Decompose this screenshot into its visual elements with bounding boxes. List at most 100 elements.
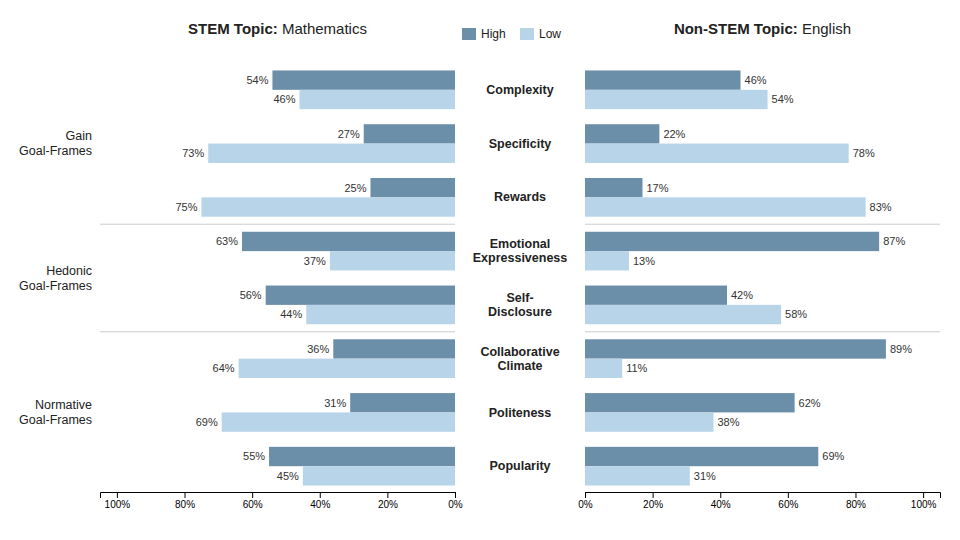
data-label: 87% — [883, 235, 905, 247]
data-label: 64% — [213, 362, 235, 374]
tick-label: 40% — [310, 499, 330, 510]
bars — [201, 70, 455, 485]
legend-swatch — [520, 28, 534, 40]
separator — [585, 331, 940, 332]
legend-label: Low — [539, 27, 561, 41]
bar — [266, 286, 455, 305]
panel: 46%22%17%87%42%89%62%69%54%78%83%13%58%1… — [578, 70, 940, 510]
bar — [370, 178, 455, 197]
tick: 80% — [175, 492, 195, 510]
x-axis: 0% 20% 40% 60% 80% 100% — [578, 492, 940, 510]
tick-mark — [320, 492, 321, 498]
tick: 40% — [711, 492, 731, 510]
data-label: 89% — [890, 343, 912, 355]
bar — [585, 393, 795, 412]
tick-label: 80% — [846, 499, 866, 510]
data-label: 45% — [277, 470, 299, 482]
tick: 0% — [448, 492, 463, 510]
legend-item: Low — [520, 27, 561, 41]
tick-label: 20% — [378, 499, 398, 510]
tick-mark — [855, 492, 856, 498]
bar — [585, 286, 727, 305]
data-label: 17% — [646, 182, 668, 194]
data-label: 55% — [243, 450, 265, 462]
data-label: 42% — [731, 289, 753, 301]
legend-item: High — [462, 27, 506, 41]
tick-label: 0% — [448, 499, 463, 510]
data-label: 58% — [785, 308, 807, 320]
category-label: Politeness — [489, 406, 552, 420]
bar — [222, 412, 455, 431]
separator — [100, 224, 455, 225]
bar — [585, 412, 713, 431]
data-label: 54% — [772, 93, 794, 105]
title: STEM Topic: Mathematics — [188, 20, 367, 37]
legend-label: High — [481, 27, 506, 41]
chart: 54%27%25%63%56%36%31%55%46%73%75%37%44%6… — [0, 0, 960, 540]
separators — [100, 224, 455, 332]
bar — [242, 232, 455, 251]
bar — [299, 90, 455, 109]
bar — [585, 197, 866, 216]
legend-swatch — [462, 28, 476, 40]
bar — [364, 124, 455, 143]
tick: 0% — [578, 492, 593, 510]
tick: 40% — [310, 492, 330, 510]
data-label: 44% — [280, 308, 302, 320]
data-label: 46% — [273, 93, 295, 105]
data-label: 31% — [694, 470, 716, 482]
bar — [585, 124, 659, 143]
tick-mark — [455, 492, 456, 498]
tick: 20% — [643, 492, 663, 510]
tick-label: 0% — [578, 499, 593, 510]
bar — [208, 144, 455, 163]
bar — [585, 359, 622, 378]
data-labels: 46%22%17%87%42%89%62%69%54%78%83%13%58%1… — [626, 74, 912, 482]
data-label: 36% — [307, 343, 329, 355]
category-label: Popularity — [489, 459, 550, 473]
bar — [330, 251, 455, 270]
bar — [269, 447, 455, 466]
tick-mark — [923, 492, 924, 498]
category-label: Rewards — [494, 190, 546, 204]
axis-line — [586, 493, 941, 499]
tick-label: 60% — [778, 499, 798, 510]
data-label: 75% — [175, 201, 197, 213]
data-label: 13% — [633, 255, 655, 267]
bar — [585, 232, 879, 251]
panel: 54%27%25%63%56%36%31%55%46%73%75%37%44%6… — [100, 70, 463, 510]
tick: 60% — [778, 492, 798, 510]
bar — [303, 466, 455, 485]
data-label: 62% — [799, 397, 821, 409]
tick: 80% — [846, 492, 866, 510]
data-label: 27% — [338, 128, 360, 140]
bar — [585, 466, 690, 485]
category-label: Specificity — [489, 137, 552, 151]
separators — [585, 224, 940, 332]
tick-mark — [252, 492, 253, 498]
tick-label: 80% — [175, 499, 195, 510]
data-label: 11% — [626, 362, 647, 374]
tick-mark — [720, 492, 721, 498]
bar — [585, 90, 768, 109]
data-label: 63% — [216, 235, 238, 247]
data-label: 54% — [246, 74, 268, 86]
x-axis: 100%80%60%40%20%0% — [101, 492, 463, 510]
bar — [585, 178, 642, 197]
data-label: 56% — [240, 289, 262, 301]
data-label: 46% — [745, 74, 767, 86]
bar — [585, 251, 629, 270]
tick: 20% — [378, 492, 398, 510]
data-label: 73% — [182, 147, 204, 159]
category-label: Self-Disclosure — [488, 291, 552, 319]
separator — [100, 331, 455, 332]
tick-label: 100% — [911, 499, 937, 510]
bar — [585, 339, 886, 358]
tick: 100% — [105, 492, 131, 510]
tick-mark — [653, 492, 654, 498]
tick: 100% — [911, 492, 937, 510]
bar — [585, 144, 849, 163]
tick-mark — [788, 492, 789, 498]
bar — [585, 305, 781, 324]
bar — [306, 305, 455, 324]
